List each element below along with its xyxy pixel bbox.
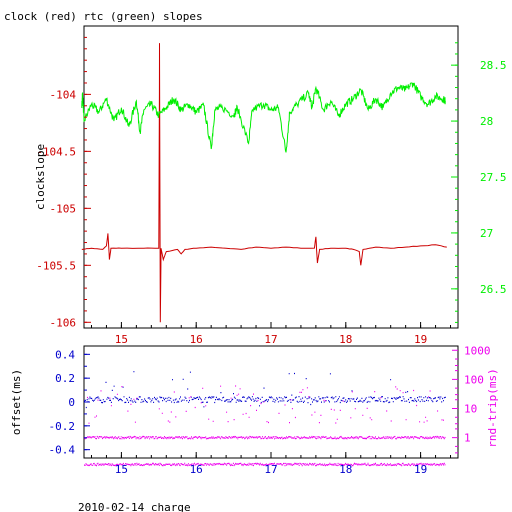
slope-chart: 15 16 17 18 19 -104 -104.5 -105 -105.5 -106 28.5 28… <box>34 25 507 346</box>
offset-plot-frame <box>83 345 459 459</box>
x-tick-label: 19 <box>414 333 427 346</box>
footer-label: 2010-02-14 charge <box>78 501 191 512</box>
right-tick-label: 28.5 <box>480 59 507 72</box>
rtt-tick-label: 1000 <box>464 344 491 357</box>
rtt-tick-label: 10 <box>464 403 477 416</box>
rtt-axis-label: rnd-trip(ms) <box>486 368 499 447</box>
rtc-series-line <box>81 82 446 153</box>
offset-tick-label: -0.2 <box>49 420 76 433</box>
right-tick-label: 27.5 <box>480 171 507 184</box>
x-tick-label: 19 <box>414 463 427 476</box>
offset-tick-label: -0.4 <box>49 444 76 457</box>
left-tick-label: -105 <box>50 202 77 215</box>
right-tick-label: 26.5 <box>480 283 507 296</box>
page-title: clock (red) rtc (green) slopes <box>4 10 203 23</box>
left-tick-label: -105.5 <box>36 259 76 272</box>
offset-tick-label: 0.4 <box>55 348 75 361</box>
x-tick-label: 18 <box>339 463 352 476</box>
left-axis-label: clockslope <box>34 144 47 210</box>
x-tick-label: 16 <box>190 463 203 476</box>
offset-chart: 15 16 17 18 19 0.4 0.2 0 -0.2 -0.4 1000 100 10 1 offs… <box>10 344 499 476</box>
offset-tick-label: 0 <box>68 396 75 409</box>
left-tick-label: -104 <box>50 88 77 101</box>
x-tick-label: 17 <box>264 463 277 476</box>
slope-marks <box>81 43 447 323</box>
x-tick-label: 17 <box>264 333 277 346</box>
clock-series-line <box>81 43 447 323</box>
rtt-tick-label: 1 <box>464 432 471 445</box>
right-tick-label: 27 <box>480 227 493 240</box>
offset-points <box>84 371 446 409</box>
offset-ticks: 15 16 17 18 19 0.4 0.2 0 -0.2 -0.4 1000 100 10 1 <box>49 344 491 476</box>
slope-ticks: 15 16 17 18 19 -104 -104.5 -105 -105.5 -106 28.5 28… <box>36 36 507 346</box>
x-tick-label: 16 <box>190 333 203 346</box>
right-tick-label: 28 <box>480 115 493 128</box>
x-tick-label: 15 <box>115 463 128 476</box>
offset-tick-label: 0.2 <box>55 372 75 385</box>
slope-plot-frame <box>83 25 459 329</box>
x-tick-label: 15 <box>115 333 128 346</box>
left-tick-label: -106 <box>50 316 77 329</box>
left-tick-label: -104.5 <box>36 145 76 158</box>
rtt-tick-label: 100 <box>464 373 484 386</box>
offset-marks <box>84 371 446 467</box>
offset-axis-label: offset(ms) <box>10 369 23 435</box>
x-tick-label: 18 <box>339 333 352 346</box>
